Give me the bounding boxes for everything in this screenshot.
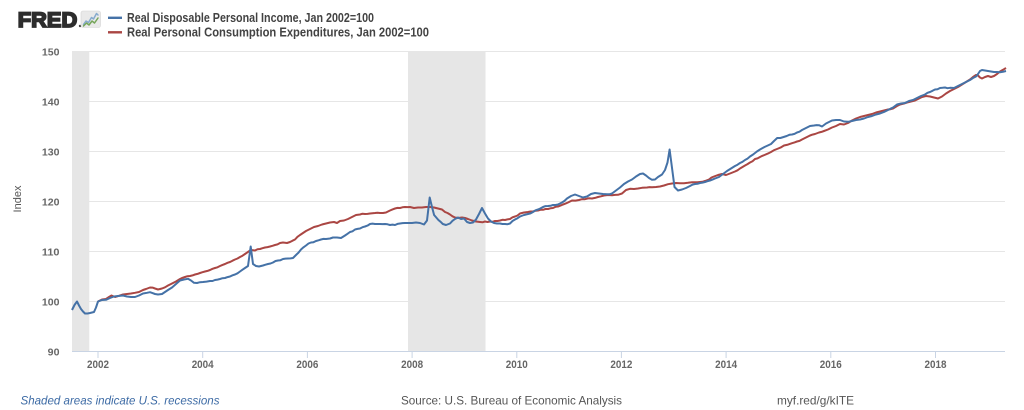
svg-text:Shaded areas indicate U.S. rec: Shaded areas indicate U.S. recessions (21, 394, 220, 408)
svg-text:Index: Index (12, 185, 24, 212)
svg-text:150: 150 (42, 46, 60, 58)
svg-text:120: 120 (42, 196, 60, 208)
svg-text:2006: 2006 (296, 359, 318, 371)
svg-text:130: 130 (42, 146, 60, 158)
svg-text:90: 90 (48, 346, 60, 358)
svg-text:110: 110 (42, 246, 60, 258)
svg-text:2002: 2002 (87, 359, 109, 371)
svg-text:2016: 2016 (820, 359, 842, 371)
svg-text:2008: 2008 (401, 359, 423, 371)
svg-text:Source: U.S. Bureau of Economi: Source: U.S. Bureau of Economic Analysis (401, 394, 622, 408)
svg-text:myf.red/g/kITE: myf.red/g/kITE (777, 394, 854, 408)
svg-text:2018: 2018 (925, 359, 947, 371)
svg-text:2004: 2004 (192, 359, 215, 371)
svg-text:Real Personal Consumption Expe: Real Personal Consumption Expenditures, … (127, 25, 429, 39)
svg-text:140: 140 (42, 96, 60, 108)
svg-text:2010: 2010 (506, 359, 528, 371)
svg-text:2012: 2012 (610, 359, 632, 371)
svg-text:2014: 2014 (715, 359, 738, 371)
svg-text:FRED: FRED (18, 8, 78, 32)
svg-text:100: 100 (42, 296, 60, 308)
svg-text:Real Disposable Personal Incom: Real Disposable Personal Income, Jan 200… (127, 11, 374, 25)
